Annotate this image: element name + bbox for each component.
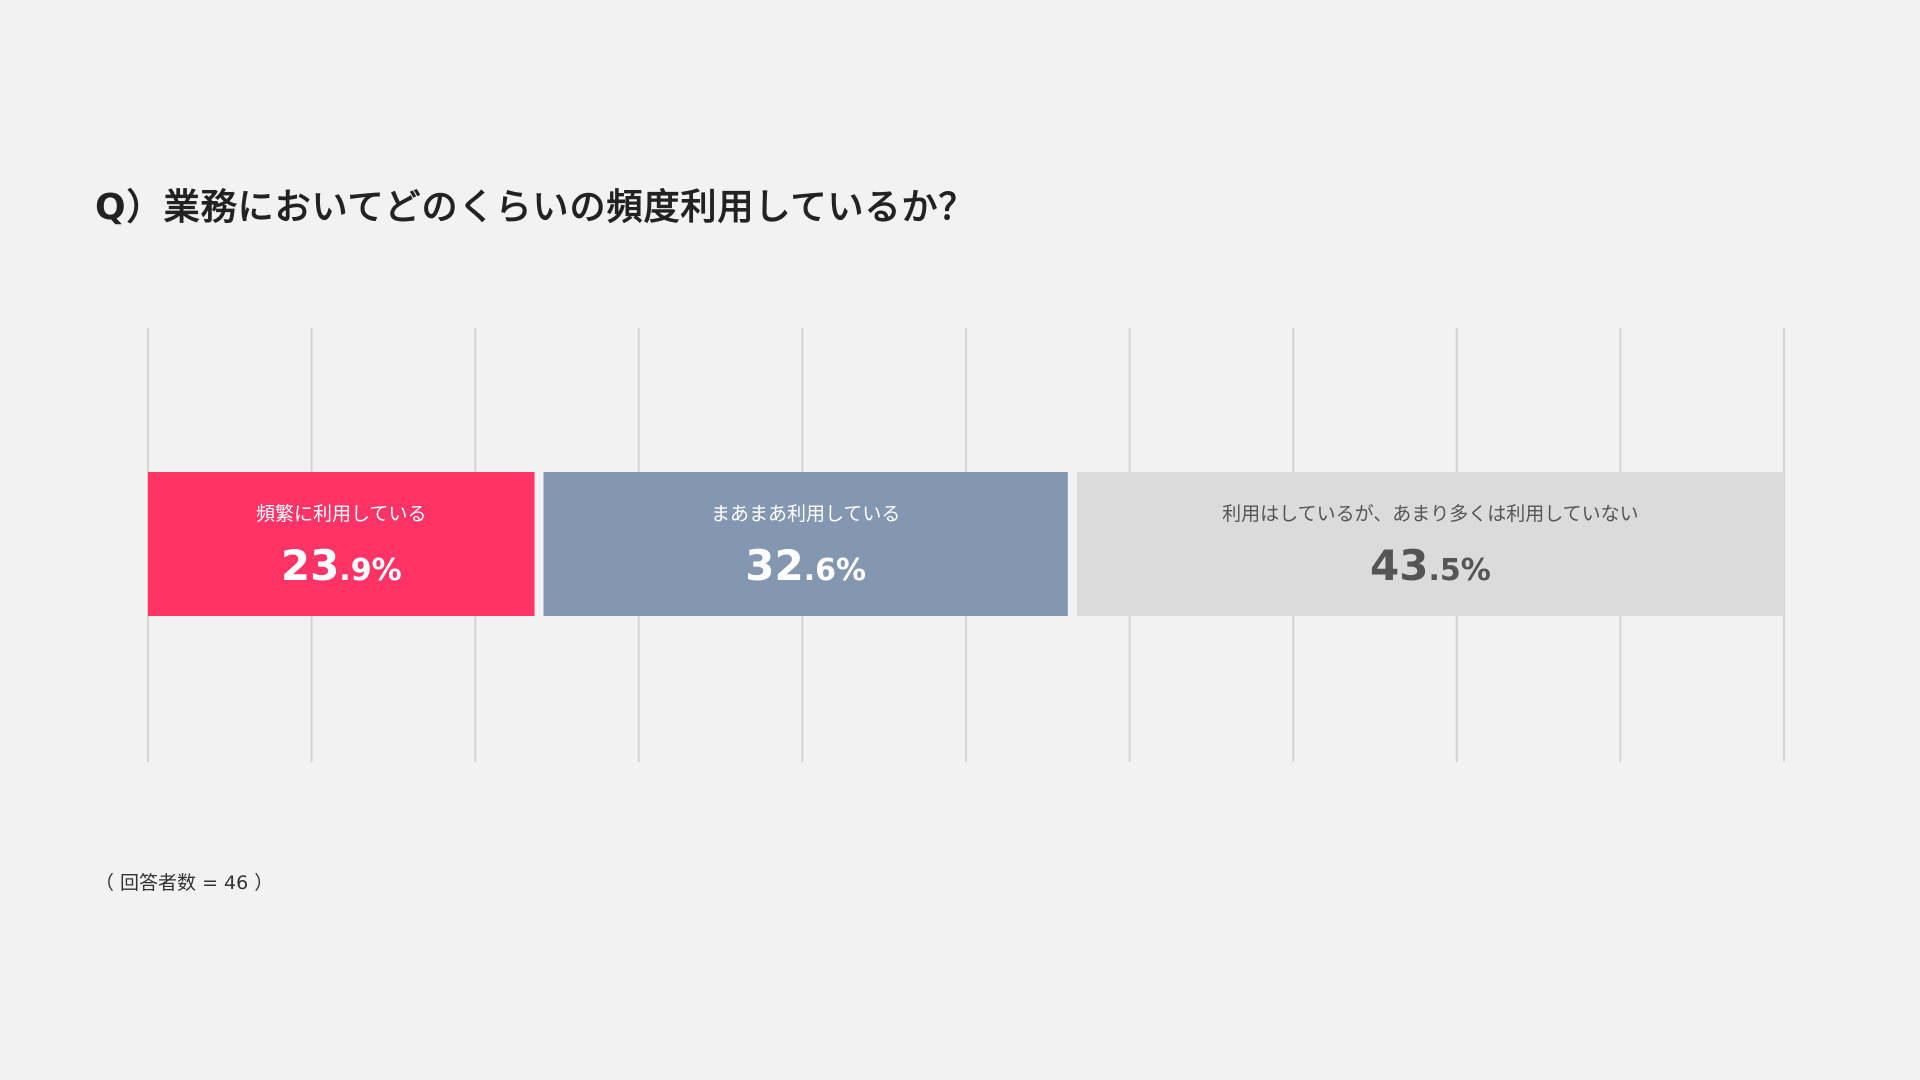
value-label-2: 32.6% [745, 541, 866, 590]
value-decimal: .6% [804, 553, 866, 588]
bar-segment-3 [1076, 472, 1784, 616]
value-decimal: .9% [339, 553, 401, 588]
bar-segments [148, 472, 1784, 616]
value-integer: 23 [281, 541, 339, 590]
respondent-count-note: （ 回答者数 = 46 ） [95, 872, 274, 894]
question-title: Q）業務においてどのくらいの頻度利用しているか？ [95, 187, 976, 228]
value-integer: 43 [1370, 541, 1428, 590]
segment-label-2: まあまあ利用している [711, 503, 900, 525]
value-label-3: 43.5% [1370, 541, 1491, 590]
value-integer: 32 [745, 541, 803, 590]
bar-segment-2 [543, 472, 1068, 616]
segment-labels: 頻繁に利用している 23.9% まあまあ利用している 32.6% 利用はしているが、あま… [256, 503, 1639, 590]
segment-label-1: 頻繁に利用している [256, 503, 426, 525]
value-label-1: 23.9% [281, 541, 402, 590]
value-decimal: .5% [1428, 553, 1490, 588]
bar-segment-1 [148, 472, 535, 616]
segment-label-3: 利用はしているが、あまり多くは利用していない [1222, 503, 1638, 525]
